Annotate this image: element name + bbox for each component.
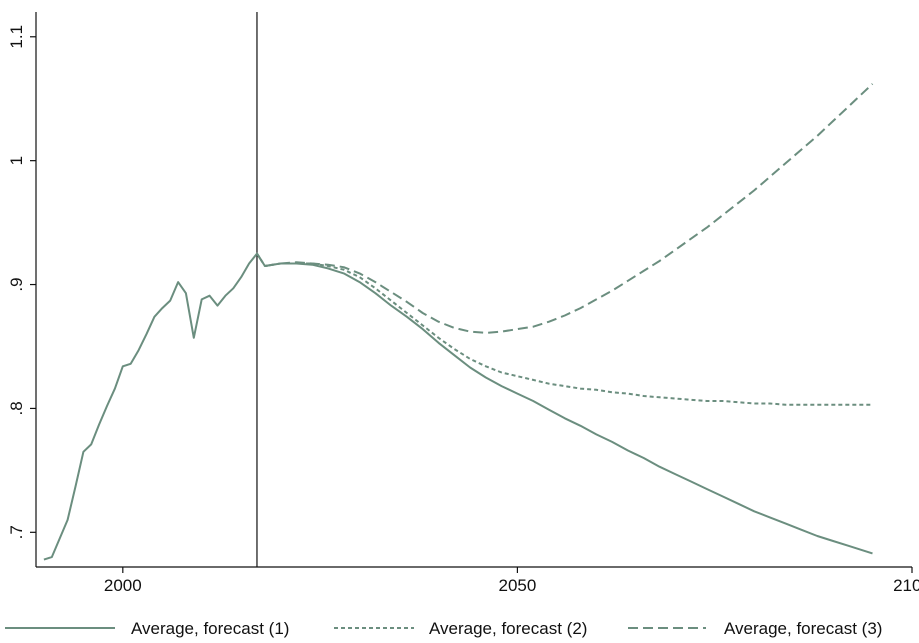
y-tick-label: .7	[7, 525, 26, 539]
plot-area	[43, 12, 874, 567]
legend-label-1: Average, forecast (1)	[131, 619, 289, 638]
series-line-1	[43, 252, 873, 561]
y-tick-label: 1.1	[7, 25, 26, 49]
legend-label-2: Average, forecast (2)	[429, 619, 587, 638]
x-tick-label: 2000	[104, 576, 142, 595]
legend-label-3: Average, forecast (3)	[724, 619, 882, 638]
series-line-3	[256, 83, 874, 334]
legend: Average, forecast (1) Average, forecast (…	[5, 619, 882, 638]
y-tick-label: 1	[7, 156, 26, 165]
series-line-2	[256, 253, 873, 406]
y-tick-label: .8	[7, 401, 26, 415]
x-tick-label: 2100	[893, 576, 919, 595]
y-tick-label: .9	[7, 277, 26, 291]
x-tick-label: 2050	[498, 576, 536, 595]
chart-axes: .7 .8 .9 1 1.1 2000 2050 2100	[7, 12, 919, 595]
